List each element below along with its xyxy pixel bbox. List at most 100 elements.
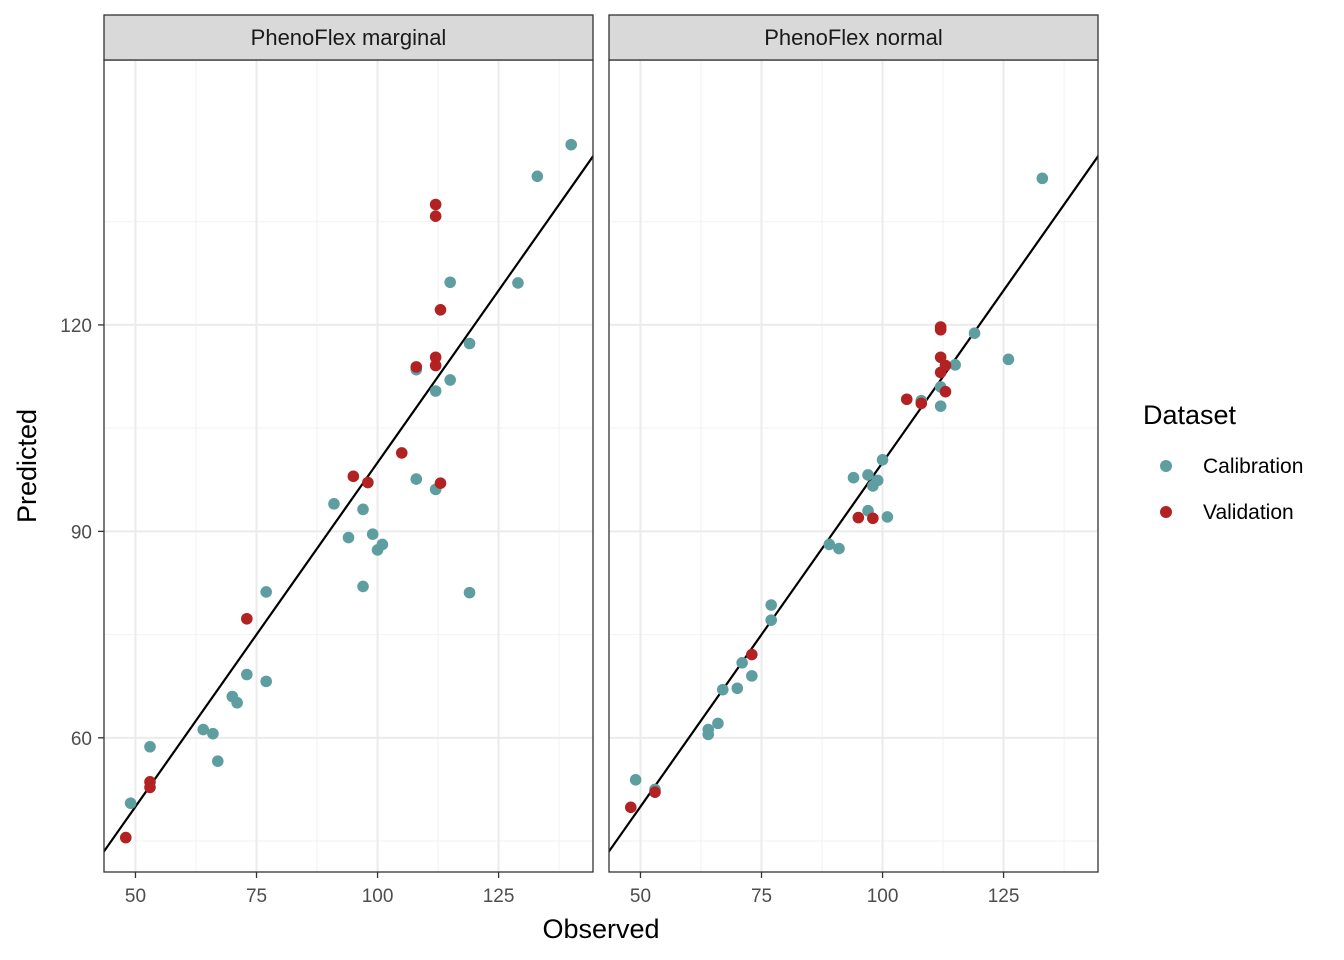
data-point [531, 170, 544, 183]
x-tick-label: 50 [125, 886, 146, 907]
data-point [823, 538, 836, 551]
data-point [702, 728, 715, 741]
legend-key-calibration [1160, 460, 1172, 472]
data-point [1002, 353, 1015, 366]
panel-1: PhenoFlex marginal [98, 14, 594, 878]
panel-2: PhenoFlex normal [608, 14, 1099, 878]
data-point [241, 612, 253, 625]
data-point [746, 670, 758, 682]
data-point [1036, 172, 1049, 185]
data-point [444, 276, 456, 289]
data-point [362, 476, 374, 489]
data-point [900, 393, 913, 406]
series-validation [119, 198, 447, 844]
data-point [429, 359, 442, 372]
data-point [241, 668, 253, 681]
data-point [434, 303, 447, 316]
data-point [765, 599, 777, 611]
data-point [716, 683, 729, 696]
legend-label-calibration: Calibration [1203, 455, 1303, 478]
data-point [342, 531, 355, 544]
legend-title: Dataset [1143, 400, 1237, 430]
data-point [765, 614, 777, 626]
identity-line [609, 154, 1098, 854]
data-point [649, 786, 661, 798]
panel-background [609, 60, 1098, 872]
data-point [852, 511, 865, 524]
y-axis-title: Predicted [12, 409, 42, 523]
data-point [347, 470, 360, 483]
x-axis-title: Observed [542, 914, 659, 944]
data-point [429, 210, 442, 223]
data-point [444, 374, 456, 386]
data-point [915, 397, 928, 410]
x-axis-tick-labels: 50 75 100 125 50 75 100 125 [125, 886, 1020, 907]
x-tick-label: 100 [867, 886, 899, 907]
data-point [871, 474, 884, 487]
x-tick-label: 125 [483, 886, 515, 907]
data-point [939, 385, 952, 398]
data-point [876, 454, 889, 466]
data-point [434, 477, 447, 490]
data-point [731, 682, 744, 695]
y-tick-label: 90 [71, 522, 92, 543]
data-point [395, 447, 408, 459]
data-point [144, 781, 156, 794]
data-point [862, 469, 874, 481]
series-validation [624, 321, 952, 814]
legend: Dataset Calibration Validation [1143, 400, 1303, 524]
facet-strip-label: PhenoFlex normal [764, 25, 943, 50]
data-point [119, 831, 132, 844]
legend-label-validation: Validation [1203, 501, 1294, 524]
data-point [939, 359, 952, 372]
data-point [260, 675, 272, 688]
data-point [712, 717, 724, 730]
data-point [934, 321, 947, 333]
facet-strip [103, 14, 594, 61]
x-tick-label: 125 [988, 886, 1020, 907]
data-point [565, 138, 578, 151]
data-point [867, 512, 879, 525]
data-point [410, 361, 423, 373]
data-point [429, 198, 442, 211]
x-tick-label: 100 [362, 886, 394, 907]
data-point [746, 648, 758, 661]
x-tick-label: 75 [751, 886, 772, 907]
facet-strip-label: PhenoFlex marginal [251, 25, 447, 50]
data-point [376, 538, 389, 551]
data-point [197, 723, 210, 736]
x-tick-label: 50 [630, 886, 651, 907]
data-point [429, 385, 442, 397]
y-tick-label: 60 [71, 729, 92, 750]
data-point [357, 580, 369, 593]
data-point [260, 586, 272, 598]
data-point [512, 277, 524, 289]
facet-panels: PhenoFlex marginal PhenoFlex normal [98, 14, 1099, 878]
y-axis-tick-labels: 60 90 120 [60, 316, 92, 750]
data-point [736, 657, 748, 669]
data-point [881, 511, 894, 523]
data-point [207, 727, 219, 740]
data-point [968, 327, 981, 339]
y-tick-label: 120 [60, 316, 92, 337]
data-point [463, 337, 476, 350]
data-point [410, 473, 423, 485]
data-point [463, 586, 476, 599]
panel-background [104, 60, 593, 872]
data-point [624, 801, 637, 814]
facet-strip [608, 14, 1099, 61]
data-point [833, 542, 845, 555]
data-point [429, 351, 442, 364]
data-point [211, 755, 224, 768]
data-point [124, 797, 137, 809]
data-point [144, 740, 156, 753]
data-point [847, 471, 860, 484]
data-point [366, 528, 379, 540]
x-tick-label: 75 [246, 886, 267, 907]
data-point [357, 503, 369, 516]
data-point [231, 696, 243, 709]
legend-key-validation [1160, 506, 1172, 518]
data-point [629, 773, 642, 786]
data-point [328, 498, 340, 510]
